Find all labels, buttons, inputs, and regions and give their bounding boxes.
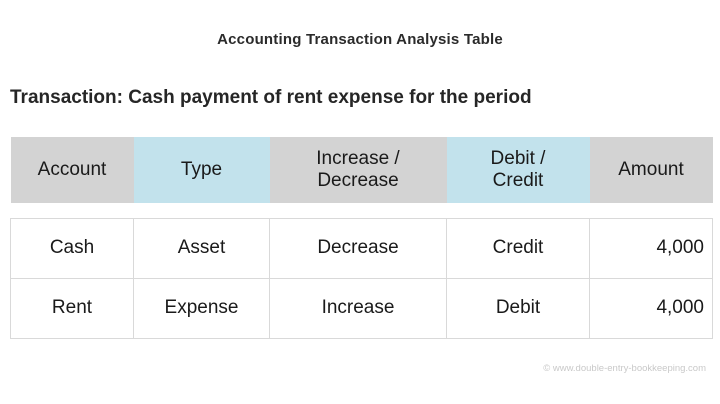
- header-cell-debit-credit: Debit / Credit: [446, 137, 590, 203]
- table-row-rent: Rent Expense Increase Debit 4,000: [10, 277, 713, 339]
- copyright-credit: © www.double-entry-bookkeeping.com: [543, 363, 706, 374]
- spacer-cell: [10, 203, 713, 218]
- header-cell-account: Account: [10, 137, 134, 203]
- header-cell-amount: Amount: [589, 137, 713, 203]
- cell-account: Rent: [10, 277, 134, 339]
- cell-change: Increase: [269, 277, 447, 339]
- table-header-row: Account Type Increase / Decrease Debit /…: [10, 137, 713, 203]
- cell-type: Expense: [133, 277, 270, 339]
- table-spacer-row: [10, 203, 713, 218]
- cell-debit-credit: Credit: [446, 217, 590, 279]
- cell-account: Cash: [10, 217, 134, 279]
- table-row-cash: Cash Asset Decrease Credit 4,000: [10, 217, 713, 279]
- transaction-subtitle: Transaction: Cash payment of rent expens…: [10, 87, 532, 108]
- cell-change: Decrease: [269, 217, 447, 279]
- cell-amount: 4,000: [589, 217, 713, 279]
- transaction-analysis-table: Account Type Increase / Decrease Debit /…: [10, 137, 713, 339]
- cell-amount: 4,000: [589, 277, 713, 339]
- cell-debit-credit: Debit: [446, 277, 590, 339]
- header-cell-type: Type: [133, 137, 270, 203]
- cell-type: Asset: [133, 217, 270, 279]
- header-cell-increase-decrease: Increase / Decrease: [269, 137, 447, 203]
- page-title: Accounting Transaction Analysis Table: [217, 31, 503, 48]
